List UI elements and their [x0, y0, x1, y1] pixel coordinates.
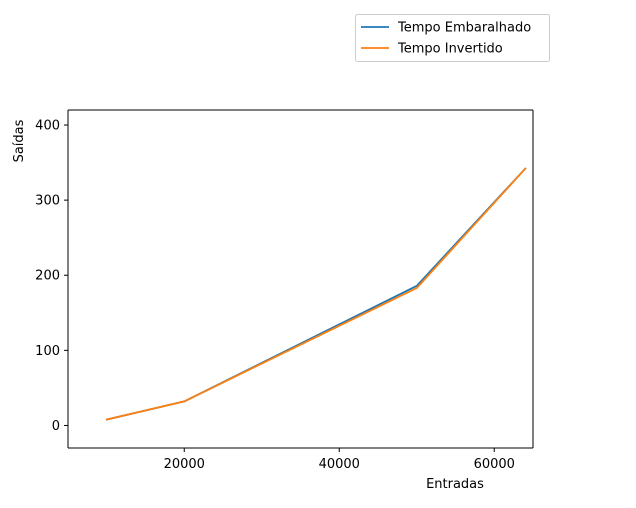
legend-box	[355, 14, 550, 62]
y-tick-label: 200	[35, 269, 60, 284]
y-axis-ticks: 0 100 200 300 400	[35, 119, 68, 434]
series-line-2	[105, 167, 527, 421]
x-tick-label: 20000	[164, 457, 205, 472]
x-tick-label: 40000	[319, 457, 360, 472]
y-axis-label: Saídas	[12, 119, 27, 162]
y-tick-label: 100	[35, 344, 60, 359]
y-tick-label: 0	[52, 419, 60, 434]
x-axis-label: Entradas	[426, 477, 484, 492]
y-tick-label: 400	[35, 119, 60, 134]
x-tick-label: 60000	[474, 457, 515, 472]
legend: Tempo Embaralhado Tempo Invertido	[355, 14, 550, 62]
series-line-1	[105, 167, 527, 421]
plot-area	[67, 109, 534, 449]
y-tick-label: 300	[35, 194, 60, 209]
legend-label-1: Tempo Embaralhado	[397, 21, 531, 36]
x-axis-ticks: 20000 40000 60000	[164, 448, 515, 472]
legend-items: Tempo Embaralhado Tempo Invertido	[361, 21, 531, 57]
legend-label-2: Tempo Invertido	[397, 42, 503, 57]
series-lines	[105, 167, 527, 421]
